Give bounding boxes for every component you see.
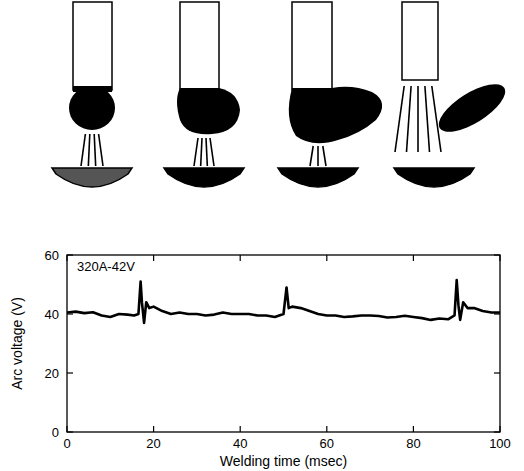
- arc-ray: [310, 146, 313, 166]
- x-tick-label: 0: [63, 436, 70, 451]
- y-tick-right: [494, 254, 500, 255]
- arc-ray: [99, 134, 103, 166]
- x-tick: [499, 426, 500, 432]
- droplet: [69, 86, 115, 130]
- x-tick: [240, 426, 241, 432]
- y-tick-label: 60: [45, 248, 59, 263]
- x-tick-label: 80: [406, 436, 420, 451]
- weld-pool: [164, 168, 244, 187]
- x-tick-label: 60: [320, 436, 334, 451]
- y-tick: [67, 372, 73, 373]
- arc-ray: [88, 134, 89, 166]
- x-tick: [326, 426, 327, 432]
- voltage-line: [67, 280, 500, 323]
- x-tick-top: [66, 255, 67, 261]
- electrode: [292, 2, 332, 90]
- arc-ray: [432, 86, 441, 152]
- y-tick-label: 0: [52, 425, 59, 440]
- y-axis-title: Arc voltage (V): [9, 297, 25, 390]
- x-axis-title: Welding time (msec): [220, 453, 347, 469]
- arc-ray: [210, 138, 214, 166]
- y-tick-label: 40: [45, 307, 59, 322]
- x-tick: [66, 426, 67, 432]
- y-tick-label: 20: [45, 366, 59, 381]
- x-tick-label: 100: [489, 436, 511, 451]
- x-tick-label: 40: [233, 436, 247, 451]
- weld-pool: [278, 168, 358, 187]
- plot-frame: [67, 255, 500, 432]
- electrode: [402, 2, 438, 80]
- droplet-illustration: [52, 2, 512, 187]
- arc-ray: [81, 134, 85, 166]
- y-tick: [67, 254, 73, 255]
- x-tick-top: [413, 255, 414, 261]
- y-tick-right: [494, 431, 500, 432]
- arc-ray: [323, 146, 326, 166]
- arc-ray: [395, 86, 404, 152]
- arc-ray: [194, 138, 198, 166]
- droplet: [289, 87, 382, 144]
- droplet: [177, 88, 240, 134]
- y-tick-right: [494, 372, 500, 373]
- chart: 0 20 40 60 80 100 0 20 40 60 320A-42V Welding time …: [0, 0, 524, 471]
- arc-ray: [425, 86, 430, 152]
- arc-ray: [407, 86, 412, 152]
- arc-ray: [317, 146, 319, 166]
- y-tick: [67, 431, 73, 432]
- x-tick-top: [240, 255, 241, 261]
- electrode: [73, 2, 112, 90]
- arc-ray: [201, 138, 202, 166]
- x-tick-top: [326, 255, 327, 261]
- x-tick-top: [499, 255, 500, 261]
- electrode-tip: [73, 86, 112, 92]
- arc-ray: [94, 134, 95, 166]
- x-tick: [413, 426, 414, 432]
- arc-ray: [206, 138, 207, 166]
- annotation: 320A-42V: [77, 259, 135, 274]
- x-tick-top: [153, 255, 154, 261]
- weld-pool: [52, 168, 132, 187]
- x-tick: [153, 426, 154, 432]
- droplet: [432, 75, 512, 141]
- x-tick-label: 20: [146, 436, 160, 451]
- weld-pool: [394, 168, 474, 187]
- arc-ray: [417, 86, 419, 152]
- electrode: [180, 2, 219, 90]
- plot-data: [67, 280, 500, 323]
